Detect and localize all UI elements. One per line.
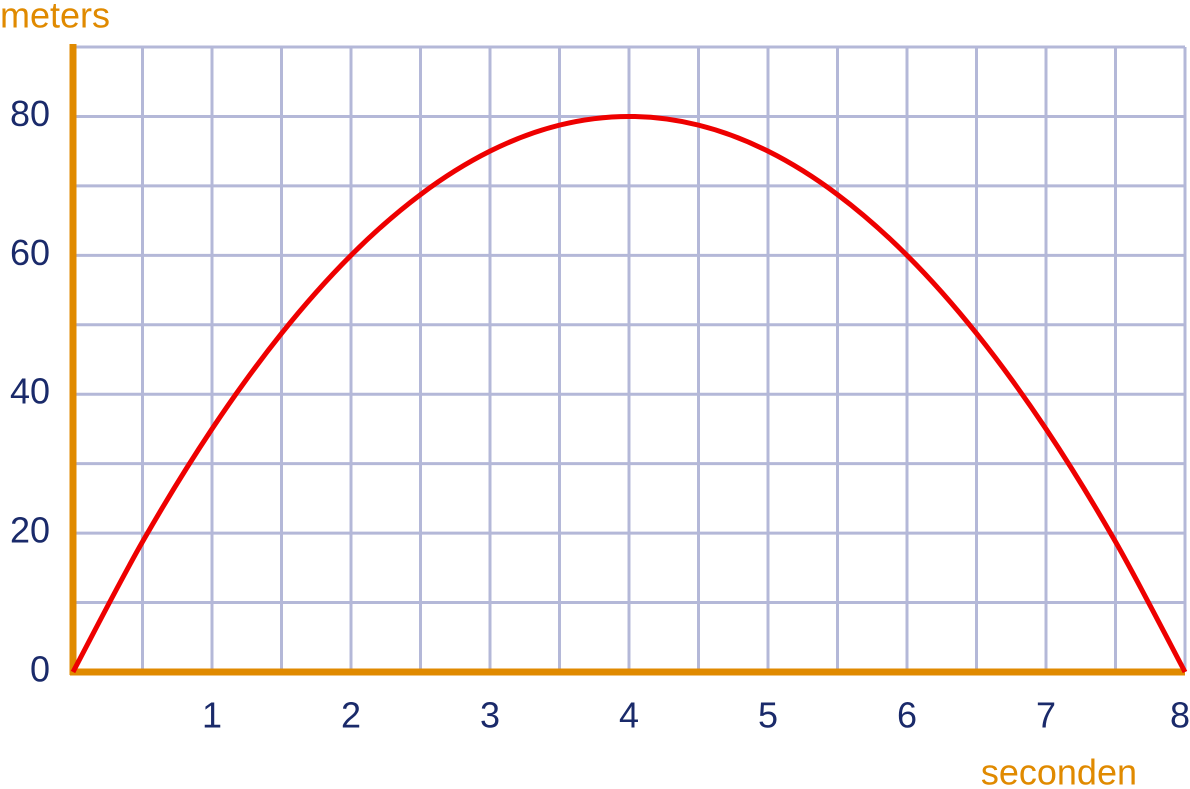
x-tick-label: 4 (619, 695, 639, 736)
y-axis-label: meters (0, 0, 110, 36)
x-tick-label: 6 (897, 695, 917, 736)
x-tick-label: 7 (1036, 695, 1056, 736)
y-tick-label: 40 (10, 371, 50, 412)
x-axis-label: seconden (981, 752, 1137, 789)
y-tick-label: 0 (30, 649, 50, 690)
x-tick-label: 2 (341, 695, 361, 736)
y-tick-label: 20 (10, 510, 50, 551)
x-tick-label: 5 (758, 695, 778, 736)
y-tick-label: 60 (10, 232, 50, 273)
x-tick-label: 3 (480, 695, 500, 736)
curve (70, 113, 1188, 674)
y-tick-label: 80 (10, 93, 50, 134)
x-tick-label: 1 (202, 695, 222, 736)
x-tick-label: 8 (1170, 695, 1190, 736)
